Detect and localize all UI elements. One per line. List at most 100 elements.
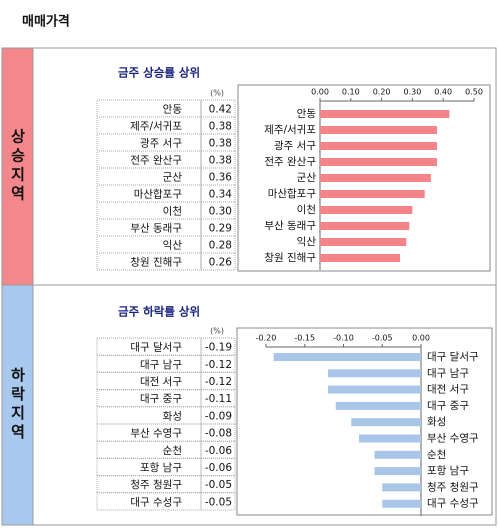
table-category: 대구 남구 bbox=[140, 359, 182, 371]
table-category: 익산 bbox=[163, 240, 183, 252]
category-label: 대구 수성구 bbox=[427, 498, 479, 510]
table-value: 0.38 bbox=[209, 155, 232, 167]
category-label: 전주 완산구 bbox=[264, 155, 316, 168]
chart-title: 금주 하락률 상위 bbox=[118, 305, 200, 319]
table-cell bbox=[96, 457, 202, 477]
table-cell bbox=[96, 492, 202, 511]
table-cell bbox=[96, 475, 202, 494]
x-tick-label: 0.00 bbox=[412, 334, 430, 343]
table-category: 포항 남구 bbox=[140, 462, 182, 474]
x-tick-label: 0.50 bbox=[465, 88, 483, 97]
chart-title: 금주 상승률 상위 bbox=[118, 66, 200, 80]
category-label: 창원 진해구 bbox=[264, 251, 316, 264]
table-value: 0.30 bbox=[209, 206, 232, 218]
bar bbox=[351, 418, 421, 427]
table-value: -0.05 bbox=[205, 479, 232, 491]
bar bbox=[320, 158, 438, 166]
bar bbox=[374, 450, 421, 459]
table-value: 0.38 bbox=[209, 138, 232, 150]
frame bbox=[1, 47, 497, 526]
table-cell bbox=[96, 423, 202, 442]
bar bbox=[320, 174, 431, 182]
table-cell bbox=[200, 252, 236, 271]
category-label: 안동 bbox=[297, 108, 317, 120]
bar bbox=[320, 142, 438, 150]
category-label: 대전 서구 bbox=[427, 384, 469, 396]
category-label: 화성 bbox=[427, 416, 446, 428]
table-category: 대구 중구 bbox=[140, 393, 182, 405]
chart-box bbox=[236, 327, 493, 516]
table-cell bbox=[96, 337, 202, 356]
table-cell bbox=[96, 371, 202, 391]
table-cell bbox=[96, 252, 202, 271]
x-tick-label: 0.20 bbox=[373, 88, 391, 97]
section-label: 하락지역 bbox=[9, 367, 27, 443]
table-value: -0.08 bbox=[205, 428, 232, 440]
table-category: 이천 bbox=[163, 206, 182, 218]
table-cell bbox=[96, 167, 202, 186]
table-cell bbox=[200, 492, 236, 511]
section-label: 상승지역 bbox=[9, 129, 27, 205]
category-label: 익산 bbox=[297, 236, 317, 248]
table-category: 부산 동래구 bbox=[130, 223, 182, 235]
table-cell bbox=[96, 201, 202, 220]
table-cell bbox=[96, 354, 202, 373]
table-category: 전주 완산구 bbox=[130, 154, 182, 167]
category-label: 이천 bbox=[297, 204, 316, 216]
category-label: 마산합포구 bbox=[268, 188, 317, 200]
category-label: 부산 동래구 bbox=[264, 220, 316, 232]
x-tick-label: 0.40 bbox=[434, 88, 452, 97]
table-category: 안동 bbox=[163, 104, 183, 116]
table-value: -0.19 bbox=[205, 342, 232, 354]
table-category: 부산 수영구 bbox=[130, 428, 182, 440]
table-value: -0.12 bbox=[205, 376, 232, 388]
category-label: 대구 달서구 bbox=[427, 351, 479, 363]
table-value: -0.06 bbox=[205, 462, 232, 474]
table-category: 마산합포구 bbox=[134, 189, 183, 201]
bar bbox=[359, 434, 421, 443]
table-value: 0.28 bbox=[209, 240, 232, 252]
page-title: 매매가격 bbox=[22, 15, 70, 30]
table-cell bbox=[96, 99, 202, 118]
table-category: 제주/서귀포 bbox=[130, 121, 182, 133]
x-tick-label: 0.00 bbox=[311, 88, 329, 97]
bar bbox=[328, 385, 421, 394]
table-category: 대전 서구 bbox=[140, 376, 182, 388]
category-label: 청주 청원구 bbox=[427, 481, 479, 493]
table-value: 0.29 bbox=[209, 223, 232, 235]
table-value: -0.11 bbox=[205, 393, 232, 405]
table-value: 0.42 bbox=[209, 104, 232, 116]
bar bbox=[320, 238, 407, 246]
category-label: 부산 수영구 bbox=[427, 433, 479, 445]
bar bbox=[335, 401, 421, 410]
table-category: 대구 달서구 bbox=[130, 342, 182, 354]
table-cell bbox=[96, 406, 202, 425]
table-value: -0.09 bbox=[205, 410, 232, 422]
section-band bbox=[1, 47, 34, 286]
category-label: 광주 서구 bbox=[274, 140, 316, 152]
table-category: 화성 bbox=[163, 410, 182, 422]
table-value: 0.34 bbox=[209, 189, 233, 201]
x-tick-label: -0.05 bbox=[372, 334, 393, 343]
table-value: -0.06 bbox=[205, 445, 232, 457]
table-category: 광주 서구 bbox=[140, 138, 182, 150]
x-tick-label: 0.30 bbox=[403, 88, 421, 97]
bar bbox=[320, 254, 401, 262]
table-cell bbox=[96, 389, 202, 408]
bar bbox=[328, 369, 421, 378]
unit-label: (%) bbox=[210, 327, 224, 336]
category-label: 포항 남구 bbox=[427, 465, 469, 477]
x-tick-label: 0.10 bbox=[342, 88, 360, 97]
x-tick-label: -0.20 bbox=[256, 334, 277, 343]
table-category: 청주 청원구 bbox=[130, 479, 182, 491]
chart-box bbox=[237, 84, 491, 272]
category-label: 순천 bbox=[427, 449, 446, 461]
table-cell bbox=[96, 440, 202, 459]
table-cell bbox=[96, 235, 202, 254]
x-tick-label: -0.15 bbox=[294, 334, 315, 343]
x-tick-label: -0.10 bbox=[333, 334, 354, 343]
table-value: 0.26 bbox=[209, 257, 233, 269]
table-value: 0.36 bbox=[209, 172, 233, 184]
bar bbox=[320, 190, 425, 198]
table-value: -0.12 bbox=[205, 359, 232, 371]
